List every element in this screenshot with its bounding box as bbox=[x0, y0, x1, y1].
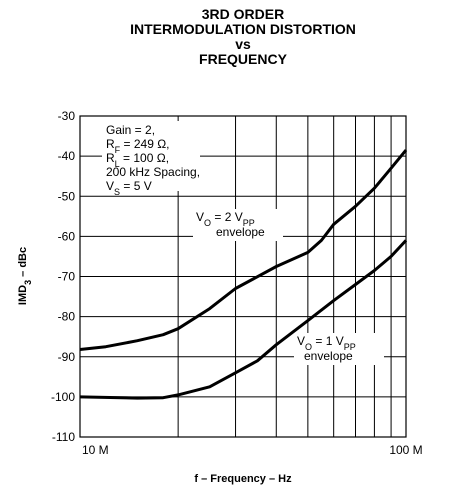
series-label-part: V bbox=[196, 210, 204, 224]
series-label-part: V bbox=[297, 334, 305, 348]
annotation-part: S bbox=[114, 187, 120, 197]
chart-title: FREQUENCY bbox=[199, 51, 288, 67]
y-axis-title: IMD3 – dBc bbox=[17, 247, 33, 305]
series-label: envelope bbox=[304, 349, 353, 363]
y-tick-label: -30 bbox=[58, 109, 76, 123]
x-axis-title: f – Frequency – Hz bbox=[194, 473, 292, 485]
annotation-part: Gain = 2, bbox=[106, 123, 155, 137]
y-axis-title-part: 3 bbox=[23, 280, 33, 285]
series-label-part: O bbox=[305, 342, 312, 352]
y-tick-label: -80 bbox=[58, 310, 76, 324]
annotation-part: = 249 Ω, bbox=[120, 137, 169, 151]
annotation-bg bbox=[102, 121, 200, 191]
series-label-part: PP bbox=[344, 342, 356, 352]
y-tick-label: -50 bbox=[58, 189, 76, 203]
y-tick-label: -70 bbox=[58, 270, 76, 284]
annotation-part: V bbox=[106, 179, 114, 193]
series-label-part: = 2 V bbox=[211, 210, 243, 224]
annotation: VS = 5 V bbox=[106, 179, 152, 197]
annotation-part: R bbox=[106, 151, 115, 165]
annotation: 200 kHz Spacing, bbox=[106, 165, 200, 179]
chart-title: vs bbox=[235, 36, 251, 52]
series-label-part: PP bbox=[243, 218, 255, 228]
chart-title: 3RD ORDER bbox=[202, 6, 284, 22]
y-tick-label: -100 bbox=[51, 390, 75, 404]
series-label-part: = 1 V bbox=[312, 334, 344, 348]
y-axis-title-part: – dBc bbox=[17, 247, 29, 280]
y-tick-label: -60 bbox=[58, 229, 76, 243]
annotation-part: F bbox=[115, 145, 121, 155]
annotation-part: 200 kHz Spacing, bbox=[106, 165, 200, 179]
chart-title: INTERMODULATION DISTORTION bbox=[130, 21, 356, 37]
y-axis-title-part: IMD bbox=[17, 285, 29, 305]
plot-frame bbox=[79, 115, 407, 438]
series-label-part: O bbox=[204, 218, 211, 228]
annotation-part: = 5 V bbox=[120, 179, 152, 193]
y-tick-label: -90 bbox=[58, 350, 76, 364]
x-tick-label: 100 M bbox=[389, 443, 422, 457]
x-tick-label: 10 M bbox=[82, 443, 109, 457]
annotation-part: L bbox=[115, 159, 120, 169]
series-line bbox=[79, 149, 408, 351]
series-label: VO = 1 VPP bbox=[297, 334, 356, 352]
series-label-bg bbox=[193, 209, 283, 241]
series-label: VO = 2 VPP bbox=[196, 210, 255, 228]
series-label-part: envelope bbox=[216, 225, 265, 239]
series-line bbox=[79, 239, 408, 400]
annotation: RF = 249 Ω, bbox=[106, 137, 170, 155]
series-label: envelope bbox=[216, 225, 265, 239]
annotation: Gain = 2, bbox=[106, 123, 155, 137]
annotation: RL = 100 Ω, bbox=[106, 151, 169, 169]
series-label-bg bbox=[294, 333, 384, 365]
annotation-part: = 100 Ω, bbox=[120, 151, 169, 165]
y-tick-label: -110 bbox=[52, 430, 75, 444]
series-label-part: envelope bbox=[304, 349, 353, 363]
annotation-part: R bbox=[106, 137, 115, 151]
y-tick-label: -40 bbox=[58, 149, 76, 163]
